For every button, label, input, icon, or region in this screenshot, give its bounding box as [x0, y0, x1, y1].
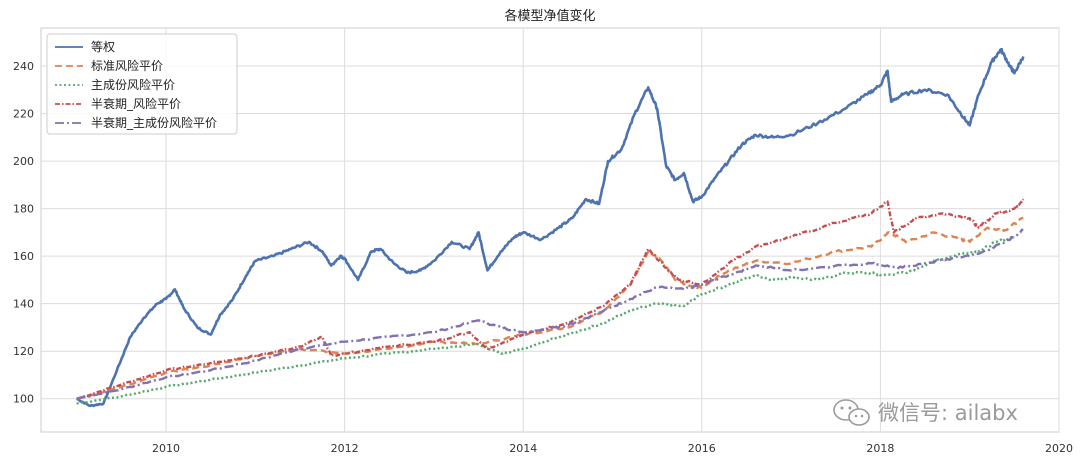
series-line-0 — [76, 47, 1025, 408]
y-tick-label: 100 — [13, 393, 34, 406]
chart-title: 各模型净值变化 — [504, 8, 595, 24]
y-tick-label: 140 — [13, 298, 34, 311]
y-tick-label: 160 — [13, 250, 34, 263]
y-tick-label: 120 — [13, 345, 34, 358]
wechat-icon — [833, 399, 870, 426]
legend-label: 主成份风险平价 — [91, 77, 175, 92]
series-line-4 — [76, 228, 1024, 400]
x-tick-label: 2012 — [331, 442, 359, 455]
series-line-2 — [76, 235, 1015, 405]
legend-label: 标准风险平价 — [91, 58, 163, 73]
legend-label: 等权 — [91, 40, 115, 54]
series-line-3 — [76, 198, 1025, 400]
y-tick-label: 180 — [13, 203, 34, 216]
y-tick-label: 220 — [13, 108, 34, 121]
legend-label: 半衰期_风险平价 — [91, 96, 181, 111]
y-tick-label: 240 — [13, 60, 34, 73]
y-tick-label: 200 — [13, 155, 34, 168]
watermark: 微信号: ailabx — [833, 399, 1018, 426]
x-tick-label: 2010 — [152, 442, 180, 455]
series-lines — [76, 47, 1025, 408]
legend-label: 半衰期_主成份风险平价 — [91, 115, 217, 130]
watermark-text: 微信号: ailabx — [878, 401, 1018, 425]
x-tick-label: 2014 — [509, 442, 537, 455]
x-tick-label: 2018 — [866, 442, 894, 455]
x-tick-label: 2020 — [1045, 442, 1073, 455]
legend-box — [46, 33, 238, 135]
x-tick-label: 2016 — [688, 442, 716, 455]
tick-labels: 2010 2012 2014 2016 2018 2020 100 120 140 160 180 2… — [13, 60, 1073, 455]
